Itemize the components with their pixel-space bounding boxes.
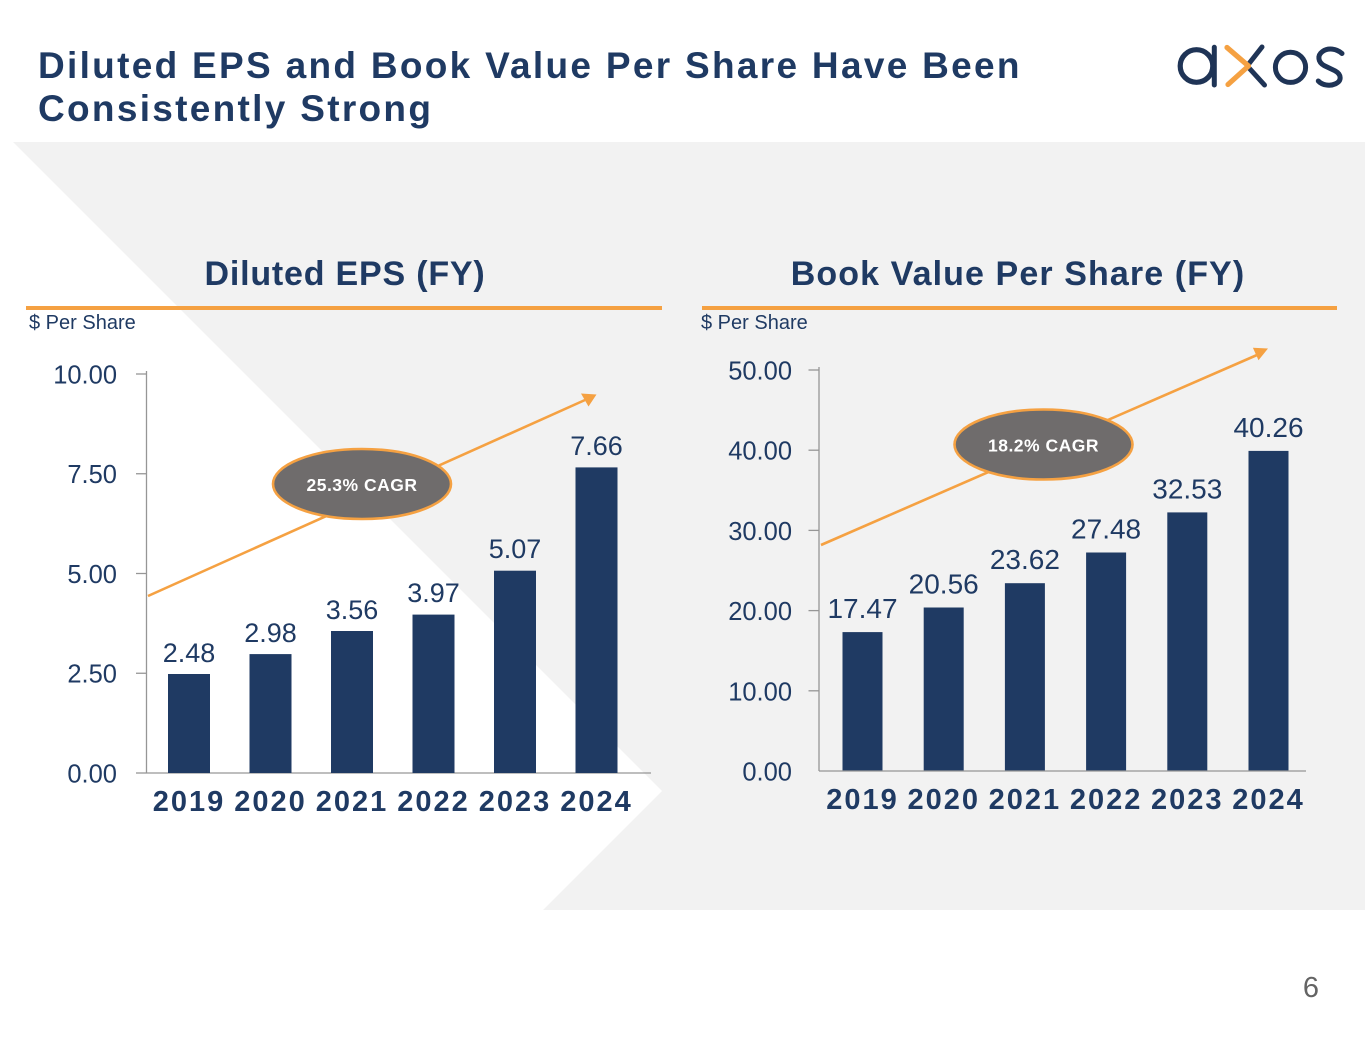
svg-text:20.00: 20.00 <box>728 598 792 626</box>
svg-text:10.00: 10.00 <box>728 678 792 706</box>
svg-text:Diluted EPS and Book Value Per: Diluted EPS and Book Value Per Share Hav… <box>38 45 1022 86</box>
svg-text:3.97: 3.97 <box>407 578 460 608</box>
svg-text:30.00: 30.00 <box>728 518 792 546</box>
svg-text:Book Value Per Share (FY): Book Value Per Share (FY) <box>791 255 1246 293</box>
svg-text:2024: 2024 <box>560 786 633 818</box>
svg-text:23.62: 23.62 <box>990 544 1060 575</box>
svg-text:27.48: 27.48 <box>1071 514 1141 545</box>
svg-text:7.50: 7.50 <box>67 461 117 489</box>
svg-text:5.00: 5.00 <box>67 561 117 589</box>
svg-text:2.48: 2.48 <box>163 638 216 668</box>
svg-text:32.53: 32.53 <box>1152 473 1222 504</box>
svg-text:Consistently Strong: Consistently Strong <box>38 88 433 129</box>
svg-text:6: 6 <box>1303 972 1319 1004</box>
svg-text:0.00: 0.00 <box>67 761 117 789</box>
svg-text:2020: 2020 <box>234 786 307 818</box>
svg-text:2.98: 2.98 <box>244 618 297 648</box>
svg-text:3.56: 3.56 <box>326 595 379 625</box>
svg-text:10.00: 10.00 <box>53 362 117 390</box>
svg-text:2023: 2023 <box>1151 784 1224 816</box>
svg-text:20.56: 20.56 <box>909 569 979 600</box>
svg-text:40.26: 40.26 <box>1233 412 1303 443</box>
svg-text:5.07: 5.07 <box>489 534 542 564</box>
svg-text:2021: 2021 <box>316 786 389 818</box>
svg-text:2022: 2022 <box>397 786 470 818</box>
svg-text:7.66: 7.66 <box>570 431 623 461</box>
svg-text:2.50: 2.50 <box>67 661 117 689</box>
svg-text:40.00: 40.00 <box>728 438 792 466</box>
svg-text:$ Per Share: $ Per Share <box>29 312 136 334</box>
svg-text:2022: 2022 <box>1070 784 1143 816</box>
svg-text:18.2% CAGR: 18.2% CAGR <box>988 436 1099 456</box>
svg-text:2020: 2020 <box>907 784 980 816</box>
svg-text:2023: 2023 <box>479 786 552 818</box>
svg-text:$ Per Share: $ Per Share <box>701 312 808 334</box>
svg-text:25.3% CAGR: 25.3% CAGR <box>306 475 417 495</box>
svg-text:2024: 2024 <box>1232 784 1305 816</box>
svg-text:Diluted EPS (FY): Diluted EPS (FY) <box>204 255 485 293</box>
svg-text:50.00: 50.00 <box>728 358 792 386</box>
svg-text:2019: 2019 <box>826 784 899 816</box>
svg-text:0.00: 0.00 <box>742 759 792 787</box>
svg-text:2019: 2019 <box>153 786 226 818</box>
svg-text:2021: 2021 <box>989 784 1062 816</box>
svg-text:17.47: 17.47 <box>827 593 897 624</box>
